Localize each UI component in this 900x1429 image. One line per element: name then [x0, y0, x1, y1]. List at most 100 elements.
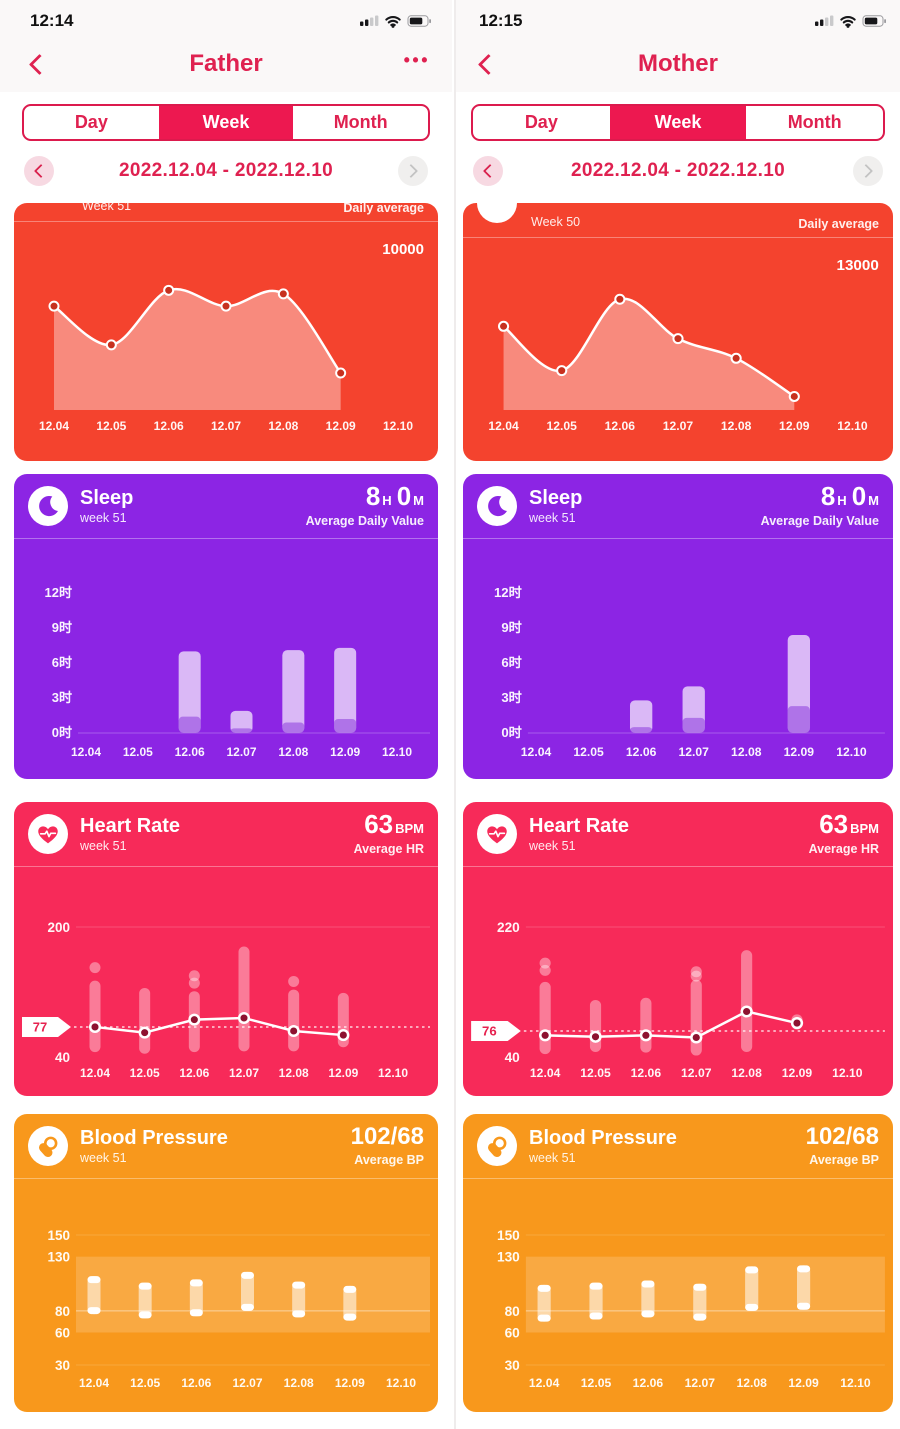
- blood-pressure-chart: 150 130 80 60 30 12.04 12.05 12.06 12.07 12.08 12.…: [497, 1228, 885, 1390]
- heart-rate-chart: 200 40 77 12.04 12.05 12.06 12.07 12.08 12.09 12.…: [22, 920, 430, 1080]
- blood-pressure-value: 102/68: [350, 1123, 424, 1150]
- back-button[interactable]: [24, 51, 51, 77]
- steps-sublabel: Daily average: [343, 203, 424, 215]
- card-title: Heart Rate: [80, 815, 181, 837]
- svg-text:12.10: 12.10: [382, 745, 412, 759]
- svg-text:40: 40: [55, 1050, 70, 1065]
- tab-day[interactable]: Day: [524, 112, 558, 132]
- blood-pressure-card[interactable]: Blood Pressure week 51 102/68 Average BP…: [14, 1114, 438, 1412]
- card-title: Sleep: [529, 487, 583, 509]
- divider: [14, 221, 438, 222]
- svg-text:12.08: 12.08: [284, 1376, 314, 1390]
- svg-text:12.06: 12.06: [154, 419, 184, 433]
- svg-text:12.09: 12.09: [782, 1066, 813, 1080]
- moon-icon: [28, 486, 68, 526]
- svg-text:60: 60: [505, 1326, 520, 1341]
- svg-text:12.04: 12.04: [71, 745, 101, 759]
- heart-icon: [28, 814, 68, 854]
- svg-text:12.08: 12.08: [268, 419, 298, 433]
- svg-text:12时: 12时: [494, 584, 522, 600]
- heart-rate-sublabel: Average HR: [808, 842, 879, 856]
- top-chrome: 12:15: [456, 0, 900, 92]
- week-label: week 51: [80, 511, 127, 525]
- svg-text:6时: 6时: [501, 654, 522, 670]
- divider: [463, 866, 893, 867]
- svg-text:12.06: 12.06: [631, 1066, 662, 1080]
- divider: [463, 538, 893, 539]
- divider: [14, 538, 438, 539]
- top-chrome: 12:14: [0, 0, 452, 92]
- svg-text:200: 200: [47, 920, 70, 935]
- svg-text:12.06: 12.06: [626, 745, 657, 759]
- svg-text:12.09: 12.09: [330, 745, 360, 759]
- cellular-signal-icon: [360, 15, 379, 26]
- week-label: week 51: [80, 1151, 127, 1165]
- period-tabs: Day Week Month: [471, 104, 885, 141]
- steps-card[interactable]: Week 51 Daily average 10000 12.04 12.05 12.…: [14, 203, 438, 461]
- status-icons: [815, 15, 886, 28]
- svg-text:3时: 3时: [52, 690, 72, 705]
- heart-rate-card-header: Heart Rate week 51 63 BPM Average HR: [14, 802, 438, 866]
- wifi-icon: [385, 15, 401, 28]
- svg-text:12.07: 12.07: [226, 745, 256, 759]
- svg-text:12.06: 12.06: [633, 1376, 664, 1390]
- next-week-button[interactable]: [852, 156, 883, 186]
- blood-pressure-card[interactable]: Blood Pressure week 51 102/68 Average BP…: [463, 1114, 893, 1412]
- card-title: Blood Pressure: [80, 1127, 228, 1149]
- svg-text:10000: 10000: [382, 241, 424, 258]
- svg-text:12.07: 12.07: [678, 745, 709, 759]
- svg-text:12.07: 12.07: [232, 1376, 262, 1390]
- tab-month[interactable]: Month: [787, 112, 842, 132]
- divider: [463, 237, 893, 238]
- svg-text:12时: 12时: [45, 585, 72, 600]
- heart-rate-card[interactable]: Heart Rate week 51 63 BPM Average HR 220 4…: [463, 802, 893, 1096]
- battery-icon: [407, 15, 431, 27]
- svg-text:12.10: 12.10: [386, 1376, 416, 1390]
- svg-text:40: 40: [505, 1050, 520, 1065]
- back-button[interactable]: [473, 51, 500, 77]
- cellular-signal-icon: [815, 15, 834, 26]
- svg-text:12.04: 12.04: [530, 1066, 561, 1080]
- svg-text:12.10: 12.10: [378, 1066, 408, 1080]
- chevron-left-icon: [33, 163, 48, 179]
- svg-text:12.05: 12.05: [123, 745, 153, 759]
- svg-text:12.05: 12.05: [130, 1376, 160, 1390]
- tab-week[interactable]: Week: [609, 106, 747, 139]
- prev-week-button[interactable]: [473, 156, 503, 186]
- next-week-button[interactable]: [397, 156, 428, 186]
- svg-text:12.06: 12.06: [605, 419, 636, 433]
- blood-pressure-icon: [28, 1126, 68, 1166]
- svg-text:12.05: 12.05: [580, 1066, 611, 1080]
- svg-text:12.08: 12.08: [279, 1066, 309, 1080]
- svg-text:30: 30: [505, 1358, 520, 1373]
- steps-card[interactable]: Week 50 Daily average 13000 12.04 12.05 12.…: [463, 203, 893, 461]
- svg-text:12.04: 12.04: [80, 1066, 110, 1080]
- status-bar: 12:15: [463, 0, 893, 36]
- blood-pressure-card-header: Blood Pressure week 51 102/68 Average BP: [14, 1114, 438, 1178]
- card-title: Heart Rate: [529, 815, 630, 837]
- steps-chart: 13000 12.04 12.05 12.06 12.07 12.08 12.09 12.10: [488, 257, 878, 433]
- blood-pressure-icon: [477, 1126, 517, 1166]
- phone-panel-mother: 12:15: [456, 0, 900, 1429]
- svg-text:77: 77: [33, 1019, 47, 1034]
- tab-day[interactable]: Day: [74, 112, 108, 132]
- tab-week[interactable]: Week: [158, 106, 294, 139]
- more-menu-button[interactable]: •••: [403, 50, 430, 70]
- prev-week-button[interactable]: [24, 156, 54, 186]
- card-title: Sleep: [80, 487, 134, 509]
- svg-text:12.10: 12.10: [837, 419, 868, 433]
- tab-month[interactable]: Month: [333, 112, 388, 132]
- heart-rate-card[interactable]: Heart Rate week 51 63 BPM Average HR 200 4…: [14, 802, 438, 1096]
- steps-icon: [477, 203, 517, 223]
- divider: [463, 1178, 893, 1179]
- svg-text:9时: 9时: [52, 620, 72, 635]
- svg-text:150: 150: [497, 1228, 520, 1243]
- svg-text:12.09: 12.09: [326, 419, 356, 433]
- back-chevron-icon: [28, 53, 51, 75]
- date-navigator: 2022.12.04 - 2022.12.10: [24, 149, 428, 193]
- svg-text:12.09: 12.09: [784, 745, 815, 759]
